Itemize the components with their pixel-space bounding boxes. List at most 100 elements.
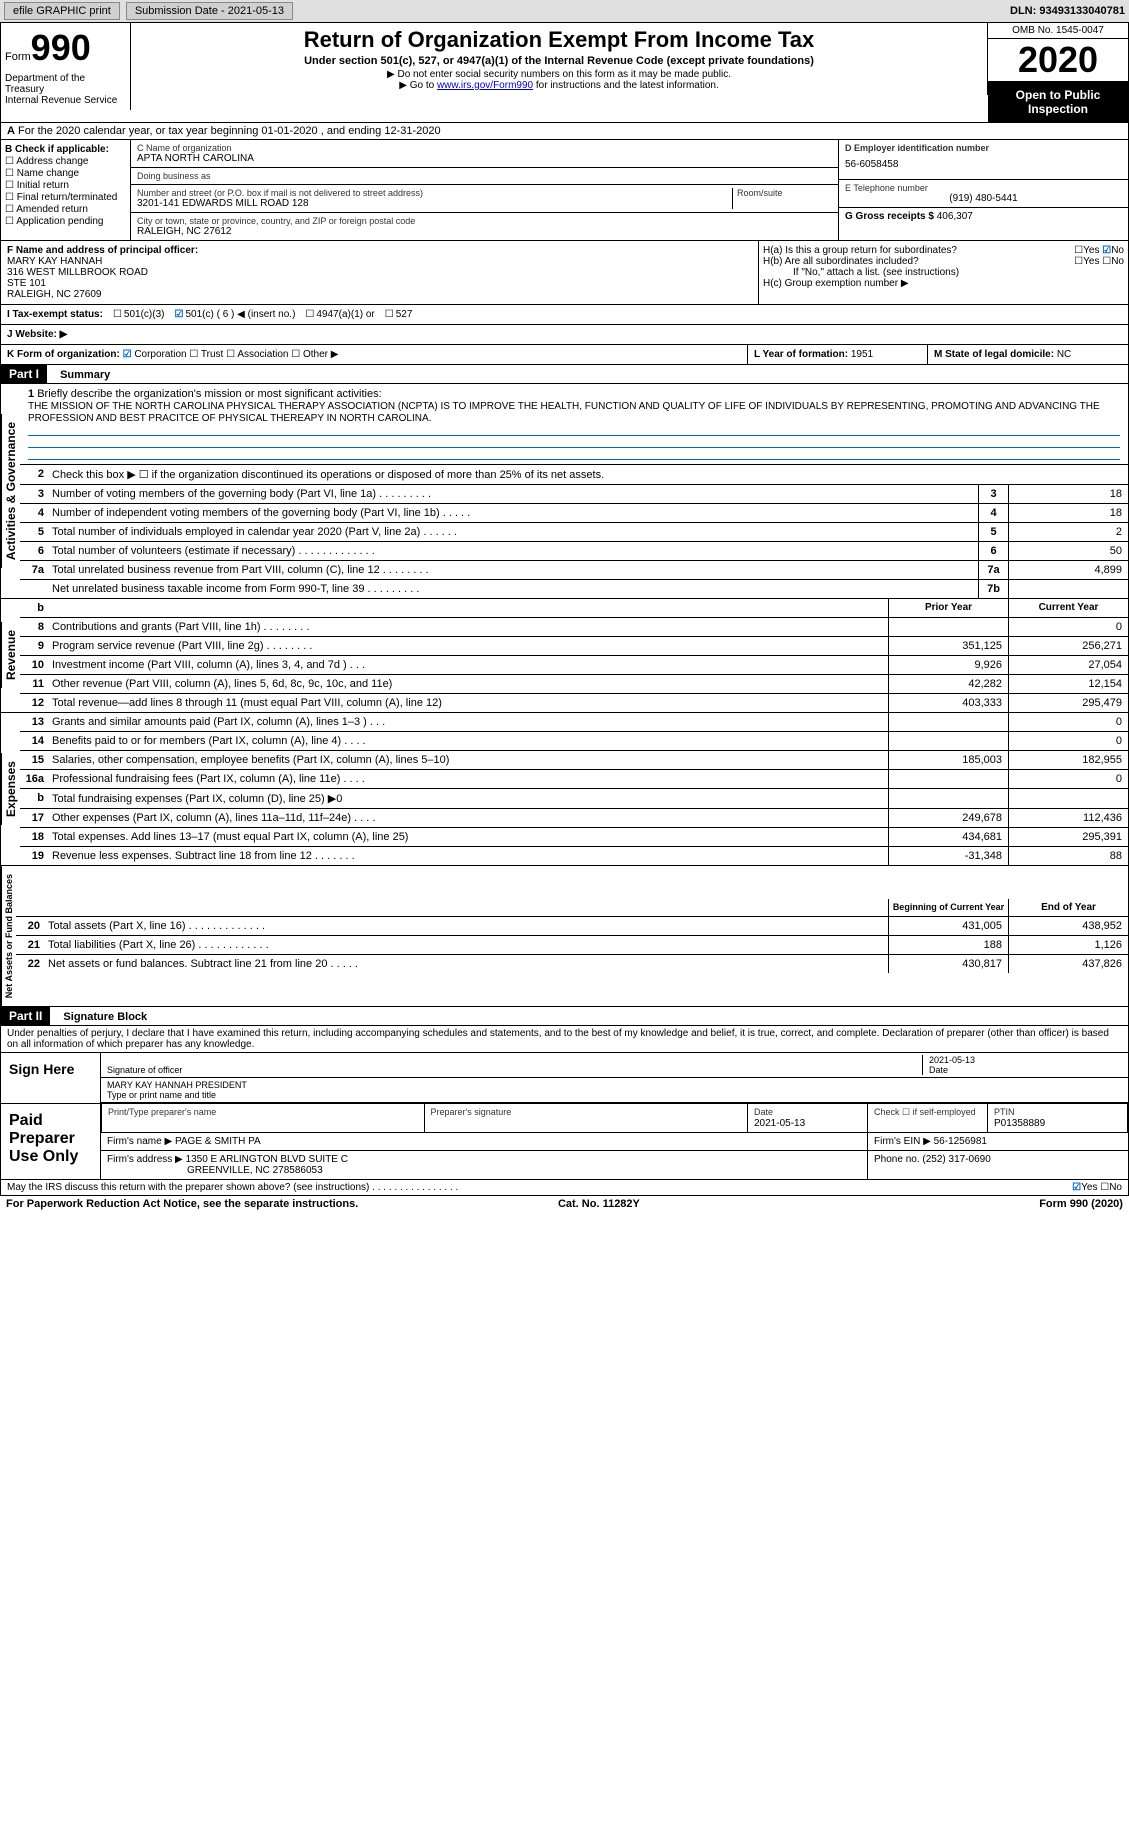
cb-initial[interactable]: ☐ Initial return — [5, 180, 126, 191]
ein-value: 56-6058458 — [845, 153, 1122, 176]
box-b: B Check if applicable: ☐ Address change … — [1, 140, 131, 240]
o4: 527 — [396, 309, 413, 320]
form-header: Form990 Department of the Treasury Inter… — [0, 22, 1129, 123]
irs-discuss-row: May the IRS discuss this return with the… — [0, 1180, 1129, 1196]
mission-text: THE MISSION OF THE NORTH CAROLINA PHYSIC… — [28, 401, 1100, 424]
net-header: Beginning of Current Year End of Year — [16, 899, 1128, 917]
declaration: Under penalties of perjury, I declare th… — [0, 1026, 1129, 1053]
hdr2-py: Beginning of Current Year — [888, 899, 1008, 916]
row-a-text: For the 2020 calendar year, or tax year … — [18, 125, 441, 137]
summary-line: 8Contributions and grants (Part VIII, li… — [20, 618, 1128, 637]
hdr-py: Prior Year — [888, 599, 1008, 617]
sig-date: 2021-05-13 — [929, 1055, 975, 1065]
cb-4947[interactable]: ☐ 4947(a)(1) or — [305, 309, 374, 320]
org-name: APTA NORTH CAROLINA — [137, 153, 832, 164]
firm-phone-label: Phone no. — [874, 1154, 920, 1165]
irs-link[interactable]: www.irs.gov/Form990 — [437, 80, 533, 91]
box-c-city: City or town, state or province, country… — [131, 213, 838, 240]
firm-phone: (252) 317-0690 — [922, 1154, 990, 1165]
city-label: City or town, state or province, country… — [137, 216, 832, 226]
o3: 4947(a)(1) or — [316, 309, 374, 320]
hdr-cy: Current Year — [1008, 599, 1128, 617]
h-note: If "No," attach a list. (see instruction… — [763, 267, 1124, 278]
summary-line: Net unrelated business taxable income fr… — [20, 580, 1128, 598]
note2-pre: ▶ Go to — [399, 80, 437, 91]
efile-button[interactable]: efile GRAPHIC print — [4, 2, 120, 20]
summary-line: 7aTotal unrelated business revenue from … — [20, 561, 1128, 580]
summary-line: 5Total number of individuals employed in… — [20, 523, 1128, 542]
summary-line: 16aProfessional fundraising fees (Part I… — [20, 770, 1128, 789]
summary-line: 10Investment income (Part VIII, column (… — [20, 656, 1128, 675]
summary-line: 9Program service revenue (Part VIII, lin… — [20, 637, 1128, 656]
cb-527[interactable]: ☐ 527 — [385, 309, 413, 320]
sign-here-label: Sign Here — [1, 1053, 101, 1103]
row-a: A For the 2020 calendar year, or tax yea… — [0, 123, 1129, 140]
summary-line: bTotal fundraising expenses (Part IX, co… — [20, 789, 1128, 809]
firm-ein: 56-1256981 — [934, 1136, 987, 1147]
name-label: Type or print name and title — [107, 1090, 216, 1100]
cb-501c3[interactable]: ☐ 501(c)(3) — [113, 309, 165, 320]
summary-line: 15Salaries, other compensation, employee… — [20, 751, 1128, 770]
l-val: 1951 — [851, 349, 873, 360]
box-l: L Year of formation: 1951 — [748, 345, 928, 364]
website-label: J Website: ▶ — [7, 329, 67, 340]
line1: 1 Briefly describe the organization's mi… — [20, 384, 1128, 465]
note-ssn: ▶ Do not enter social security numbers o… — [135, 69, 983, 80]
box-g: G Gross receipts $ 406,307 — [839, 208, 1128, 225]
cb-name-change[interactable]: ☐ Name change — [5, 168, 126, 179]
pra-notice: For Paperwork Reduction Act Notice, see … — [6, 1198, 358, 1210]
officer-print-name: MARY KAY HANNAH PRESIDENT — [107, 1080, 247, 1090]
cb-final[interactable]: ☐ Final return/terminated — [5, 192, 126, 203]
cb-amended[interactable]: ☐ Amended return — [5, 204, 126, 215]
sign-here-block: Sign Here Signature of officer 2021-05-1… — [0, 1053, 1129, 1104]
tax-year: 2020 — [988, 39, 1128, 82]
cb-501c[interactable]: ☑ 501(c) ( 6 ) ◀ (insert no.) — [175, 309, 296, 320]
summary-line: 12Total revenue—add lines 8 through 11 (… — [20, 694, 1128, 712]
m-label: M State of legal domicile: — [934, 349, 1054, 360]
box-d: D Employer identification number 56-6058… — [839, 140, 1128, 180]
box-k: K Form of organization: ☑ Corporation ☐ … — [1, 345, 748, 364]
box-c-addr: Number and street (or P.O. box if mail i… — [131, 185, 838, 213]
no-label: No — [1111, 245, 1124, 256]
summary-line: 4Number of independent voting members of… — [20, 504, 1128, 523]
h-b-label: H(b) Are all subordinates included? — [763, 256, 919, 267]
org-address: 3201-141 EDWARDS MILL ROAD 128 — [137, 198, 732, 209]
box-m: M State of legal domicile: NC — [928, 345, 1128, 364]
submission-date-button[interactable]: Submission Date - 2021-05-13 — [126, 2, 293, 20]
hdr-b: b — [20, 599, 48, 617]
cb-address-change[interactable]: ☐ Address change — [5, 156, 126, 167]
summary-line: 19Revenue less expenses. Subtract line 1… — [20, 847, 1128, 865]
vert-revenue: Revenue — [1, 622, 20, 688]
firm-addr-label: Firm's address ▶ — [107, 1154, 183, 1165]
form-title: Return of Organization Exempt From Incom… — [135, 27, 983, 53]
row-fh: F Name and address of principal officer:… — [0, 241, 1129, 305]
cb-pending[interactable]: ☐ Application pending — [5, 216, 126, 227]
cb-label: Initial return — [17, 180, 69, 191]
part2-title: Signature Block — [53, 1011, 147, 1023]
dept-text: Department of the Treasury Internal Reve… — [5, 73, 126, 106]
box-c-dba: Doing business as — [131, 168, 838, 185]
summary-line: 13Grants and similar amounts paid (Part … — [20, 713, 1128, 732]
line2: 2Check this box ▶ ☐ if the organization … — [20, 465, 1128, 485]
firm-addr2: GREENVILLE, NC 278586053 — [107, 1165, 323, 1176]
omb-number: OMB No. 1545-0047 — [988, 23, 1128, 39]
gross-value: 406,307 — [937, 211, 973, 222]
ein-label: D Employer identification number — [845, 143, 989, 153]
box-f: F Name and address of principal officer:… — [1, 241, 758, 304]
officer-addr2: STE 101 — [7, 278, 46, 289]
form-subtitle: Under section 501(c), 527, or 4947(a)(1)… — [135, 55, 983, 67]
cat-no: Cat. No. 11282Y — [558, 1198, 640, 1210]
p-date: 2021-05-13 — [754, 1118, 805, 1129]
cb-label: Address change — [16, 156, 88, 167]
summary-line: 6Total number of volunteers (estimate if… — [20, 542, 1128, 561]
form-prefix: Form — [5, 51, 31, 63]
firm-addr: 1350 E ARLINGTON BLVD SUITE C — [186, 1154, 348, 1165]
officer-addr3: RALEIGH, NC 27609 — [7, 289, 102, 300]
part1-title: Summary — [50, 369, 110, 381]
summary-line: 11Other revenue (Part VIII, column (A), … — [20, 675, 1128, 694]
hdr2-cy: End of Year — [1008, 899, 1128, 916]
p-name-label: Print/Type preparer's name — [108, 1107, 216, 1117]
part1-netassets: Net Assets or Fund Balances Beginning of… — [0, 866, 1129, 1007]
l1-label: Briefly describe the organization's miss… — [37, 388, 381, 400]
top-bar: efile GRAPHIC print Submission Date - 20… — [0, 0, 1129, 22]
